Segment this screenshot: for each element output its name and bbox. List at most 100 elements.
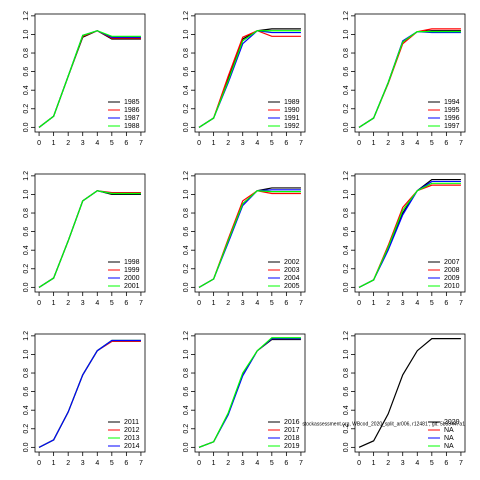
legend-label: 1994: [444, 99, 460, 106]
x-tick-label: 3: [401, 460, 405, 467]
x-tick-label: 7: [299, 300, 303, 307]
y-tick-label: 0.8: [183, 48, 190, 58]
y-tick-label: 1.0: [343, 189, 350, 199]
y-tick-label: 0.4: [23, 405, 30, 415]
legend-label: 2007: [444, 259, 460, 266]
x-tick-label: 3: [241, 300, 245, 307]
x-tick-label: 7: [459, 460, 463, 467]
y-tick-label: 0.0: [23, 442, 30, 452]
x-tick-label: 2: [226, 140, 230, 147]
y-tick-label: 0.4: [343, 245, 350, 255]
y-tick-label: 0.4: [343, 405, 350, 415]
x-tick-label: 5: [110, 460, 114, 467]
panel: 0 1 2 3 4 5 6 70.00.20.40.60.81.01.219981999200…: [23, 171, 146, 307]
y-tick-label: 0.2: [23, 264, 30, 274]
x-tick-label: 1: [372, 460, 376, 467]
legend-label: 2020: [444, 419, 460, 426]
y-tick-label: 0.2: [343, 104, 350, 114]
x-tick-label: 5: [270, 460, 274, 467]
plot-box: [34, 173, 146, 293]
x-tick-label: 4: [415, 460, 419, 467]
y-tick-label: 0.6: [23, 67, 30, 77]
legend-label: 1989: [284, 99, 300, 106]
annotation: stockassessment.org, WBcod_2020_split_ar…: [302, 421, 465, 427]
x-tick-label: 6: [124, 300, 128, 307]
legend-label: 2005: [284, 283, 300, 290]
y-tick-label: 0.2: [23, 104, 30, 114]
y-tick-label: 1.0: [183, 189, 190, 199]
plot-box: [194, 173, 306, 293]
x-tick-label: 6: [284, 300, 288, 307]
legend-label: 2009: [444, 275, 460, 282]
x-tick-label: 1: [212, 140, 216, 147]
legend-label: 1987: [124, 115, 140, 122]
legend-label: 1991: [284, 115, 300, 122]
series-line: [358, 338, 461, 448]
x-tick-label: 3: [81, 300, 85, 307]
x-tick-label: 4: [255, 300, 259, 307]
x-tick-label: 4: [415, 140, 419, 147]
plot-box: [34, 333, 146, 453]
legend-label: 1986: [124, 107, 140, 114]
x-tick-label: 5: [110, 140, 114, 147]
x-tick-label: 5: [430, 140, 434, 147]
x-tick-label: 7: [139, 140, 143, 147]
legend-label: 2002: [284, 259, 300, 266]
x-tick-label: 0: [37, 140, 41, 147]
y-tick-label: 1.0: [183, 29, 190, 39]
x-tick-label: 1: [372, 300, 376, 307]
y-tick-label: 1.2: [343, 171, 350, 181]
y-tick-label: 1.0: [343, 29, 350, 39]
y-tick-label: 0.0: [183, 122, 190, 132]
panel: 0 1 2 3 4 5 6 70.00.20.40.60.81.01.219851986198…: [23, 11, 146, 147]
x-tick-label: 6: [124, 460, 128, 467]
x-tick-label: 6: [284, 140, 288, 147]
legend-label: 1996: [444, 115, 460, 122]
y-tick-label: 0.6: [23, 227, 30, 237]
legend-label: 2003: [284, 267, 300, 274]
x-tick-label: 2: [386, 300, 390, 307]
legend-label: NA: [444, 427, 454, 434]
y-tick-label: 1.2: [23, 331, 30, 341]
y-tick-label: 1.0: [23, 349, 30, 359]
x-tick-label: 5: [430, 300, 434, 307]
y-tick-label: 1.2: [183, 171, 190, 181]
x-tick-label: 3: [241, 460, 245, 467]
panel: 0 1 2 3 4 5 6 70.00.20.40.60.81.01.220022003200…: [183, 171, 306, 307]
y-tick-label: 0.8: [23, 208, 30, 218]
y-tick-label: 1.0: [23, 29, 30, 39]
x-tick-label: 3: [81, 140, 85, 147]
series-line: [38, 30, 141, 128]
y-tick-label: 0.0: [343, 122, 350, 132]
y-tick-label: 0.2: [183, 264, 190, 274]
x-tick-label: 2: [386, 460, 390, 467]
x-tick-label: 4: [95, 300, 99, 307]
y-tick-label: 0.6: [343, 387, 350, 397]
x-tick-label: 2: [66, 300, 70, 307]
y-tick-label: 0.0: [23, 282, 30, 292]
x-tick-label: 2: [66, 140, 70, 147]
y-tick-label: 0.8: [23, 48, 30, 58]
x-tick-label: 0: [37, 460, 41, 467]
x-tick-label: 2: [226, 460, 230, 467]
panel: 0 1 2 3 4 5 6 70.00.20.40.60.81.01.219941995199…: [343, 11, 466, 147]
legend-label: 2013: [124, 435, 140, 442]
legend-label: 2012: [124, 427, 140, 434]
legend-label: 2011: [124, 419, 139, 426]
x-tick-label: 0: [357, 300, 361, 307]
x-tick-label: 6: [444, 140, 448, 147]
x-tick-label: 6: [444, 300, 448, 307]
legend-label: 2001: [124, 283, 140, 290]
legend-label: NA: [444, 443, 454, 450]
y-tick-label: 1.2: [343, 331, 350, 341]
x-tick-label: 7: [139, 460, 143, 467]
y-tick-label: 0.8: [183, 208, 190, 218]
legend-label: 1998: [124, 259, 140, 266]
series-line: [358, 31, 461, 128]
legend-label: 2004: [284, 275, 300, 282]
y-tick-label: 1.2: [343, 11, 350, 21]
y-tick-label: 0.6: [183, 67, 190, 77]
plot-box: [34, 13, 146, 133]
legend-label: 2019: [284, 443, 300, 450]
